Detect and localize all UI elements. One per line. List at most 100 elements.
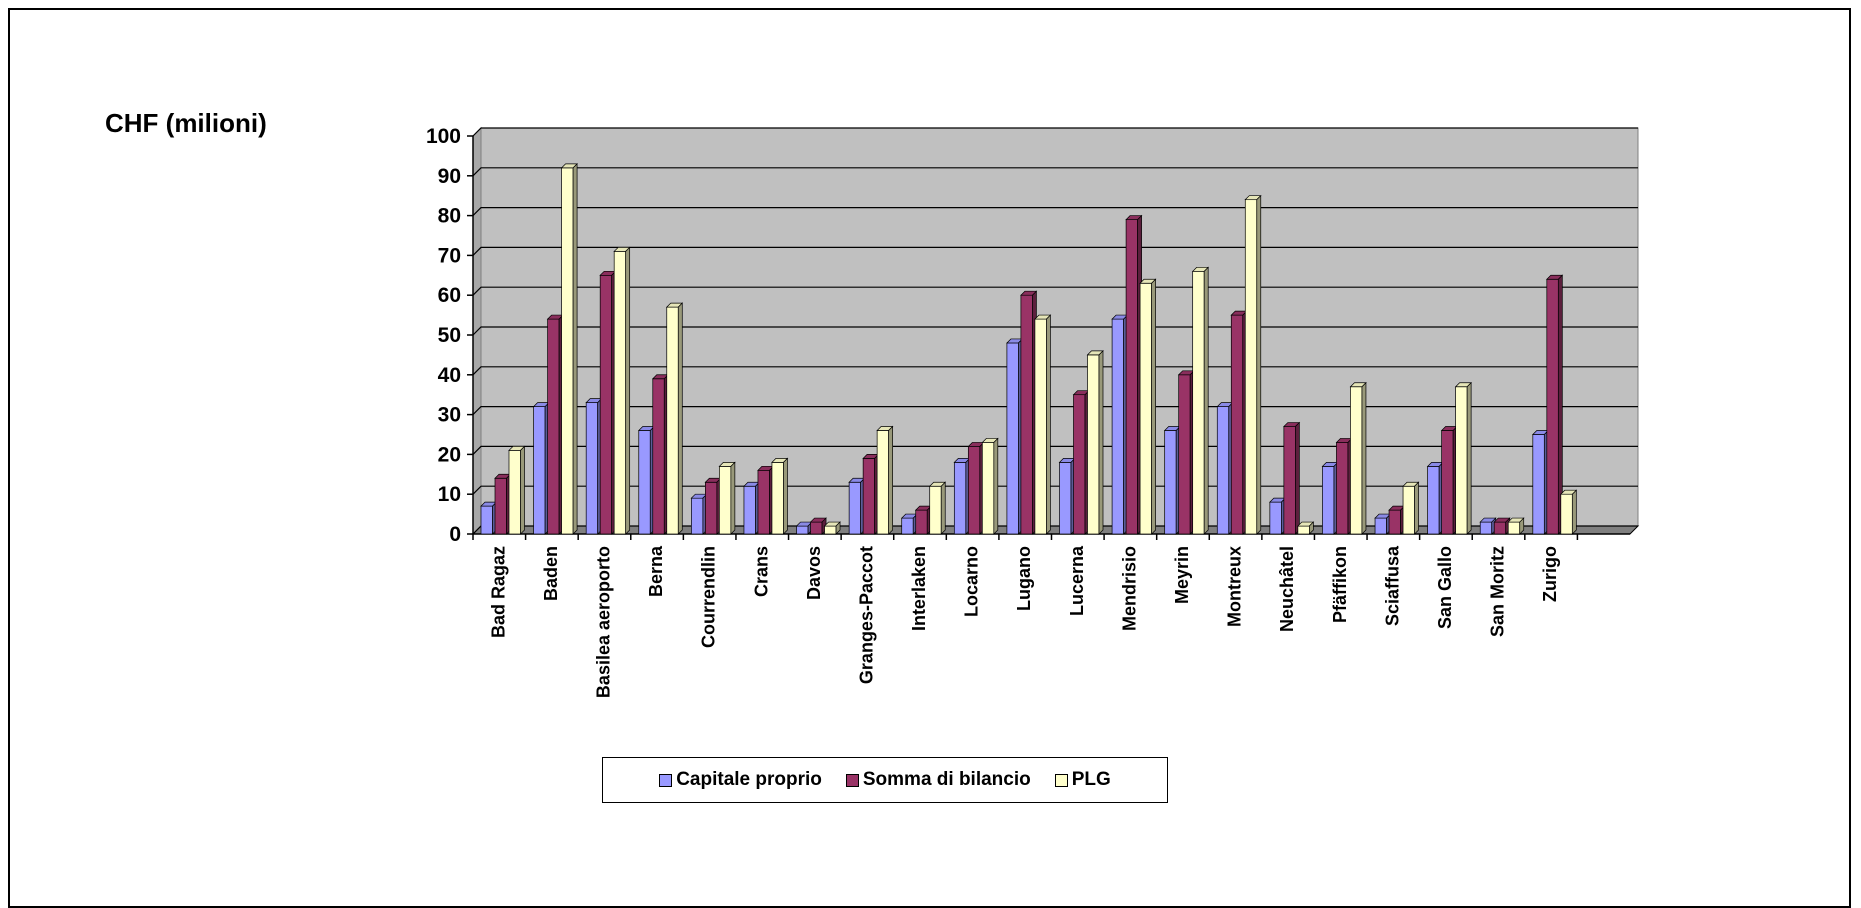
bar-front [1532, 434, 1545, 535]
legend-swatch [845, 773, 859, 787]
bar-front [1297, 525, 1310, 535]
bar [1349, 381, 1367, 535]
gridline [472, 167, 1638, 177]
bar [953, 457, 971, 535]
bar-side [835, 521, 841, 535]
bar-front [1427, 465, 1440, 535]
bar [1374, 513, 1392, 535]
x-category-label: Zurigo [1540, 546, 1560, 602]
bar-side [888, 425, 893, 535]
legend-label: Somma di bilancio [862, 769, 1031, 790]
bar-front [929, 485, 942, 535]
bar-front [1374, 517, 1387, 535]
bar-front [743, 485, 756, 535]
bar-front [1034, 318, 1047, 535]
bar [585, 397, 603, 535]
bar [1058, 457, 1076, 535]
bar [1493, 517, 1511, 535]
legend-item: PLG [1054, 769, 1111, 791]
bar-side [1046, 314, 1051, 535]
bar-front [1059, 462, 1072, 535]
bar-side [1098, 350, 1104, 535]
bar-front [1560, 493, 1573, 535]
bar-side [730, 461, 736, 535]
bar [1479, 517, 1497, 535]
bar [848, 477, 866, 535]
bar-side [1151, 278, 1156, 535]
bar-side [1309, 521, 1314, 535]
bar-side [1571, 489, 1577, 535]
legend-label: Capitale proprio [676, 769, 822, 790]
bar [757, 465, 775, 535]
bar-front [1192, 270, 1205, 535]
bar-side [993, 437, 999, 535]
bar [795, 521, 813, 535]
x-category-label: Courrendlin [699, 546, 719, 648]
bar-front [719, 465, 732, 535]
bar [637, 425, 656, 535]
bar-side [1466, 381, 1472, 535]
x-category-label: Pfäffikon [1330, 546, 1350, 623]
bar-front [1164, 430, 1177, 535]
bar [981, 437, 999, 535]
x-category-label: San Gallo [1435, 546, 1455, 629]
y-tick-label: 100 [426, 125, 461, 148]
bar-front [705, 481, 718, 535]
bar-front [953, 462, 967, 535]
bar-front [796, 525, 809, 535]
bar [1163, 425, 1182, 535]
x-category-label: Mendrisio [1119, 546, 1139, 631]
y-tick-label: 90 [438, 165, 461, 188]
y-tick-label: 60 [438, 284, 461, 307]
bar-front [613, 251, 627, 535]
y-tick-label: 0 [449, 523, 461, 546]
bar-front [1269, 501, 1282, 535]
bar-front [1507, 521, 1521, 535]
x-category-label: San Moritz [1488, 546, 1508, 637]
bar [1216, 401, 1234, 535]
x-category-label: Lugano [1014, 546, 1034, 611]
bar-front [533, 406, 546, 535]
bar [1559, 489, 1578, 535]
bar [1297, 521, 1315, 535]
bar-front [810, 521, 823, 535]
y-tick-label: 20 [438, 443, 461, 466]
bar [599, 270, 617, 535]
bar [862, 453, 880, 535]
x-category-label: Crans [751, 546, 771, 597]
bar-front [862, 458, 875, 535]
bar-front [848, 481, 861, 535]
bar-front [981, 442, 995, 535]
bar-front [508, 450, 521, 535]
bar-front [1006, 342, 1019, 535]
bar [823, 521, 841, 535]
bar-front [757, 469, 770, 535]
bar-front [876, 430, 889, 535]
bar-front [561, 167, 574, 535]
y-tick-label: 80 [438, 205, 461, 228]
x-category-label: Berna [646, 545, 666, 597]
bar [1034, 314, 1052, 535]
bar-side [1295, 421, 1300, 535]
bar [1454, 381, 1472, 535]
bar [1531, 429, 1550, 535]
x-category-label: Montreux [1225, 546, 1245, 627]
bar-side [677, 302, 683, 535]
bar [1269, 497, 1287, 535]
bar [967, 441, 985, 535]
y-tick-label: 40 [438, 364, 461, 387]
x-category-label: Locarno [962, 546, 982, 617]
bar-front [1283, 426, 1296, 535]
bar [1244, 194, 1262, 535]
bar [651, 373, 670, 535]
bar [560, 162, 578, 535]
bar-front [638, 430, 651, 535]
bar [1426, 461, 1444, 535]
x-category-label: Baden [541, 546, 561, 601]
bar-front [824, 525, 837, 535]
bar [1020, 290, 1038, 535]
bar [1191, 266, 1210, 535]
x-category-label: Granges-Paccot [856, 546, 876, 684]
bar-front [967, 446, 981, 535]
